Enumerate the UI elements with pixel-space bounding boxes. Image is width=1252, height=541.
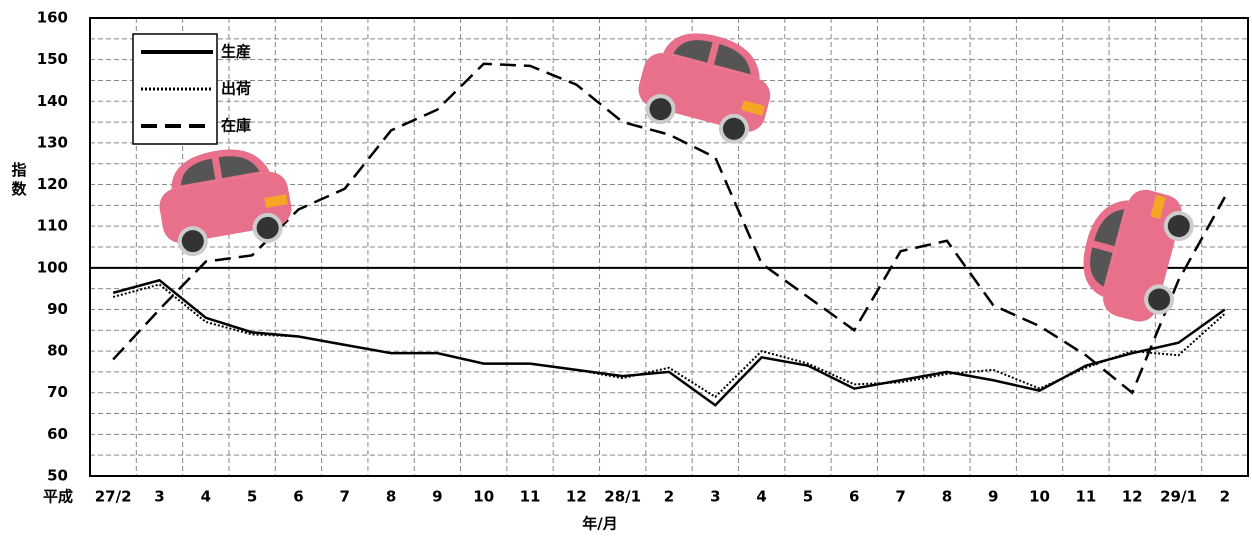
car-wheel [718,113,749,144]
car-window [673,40,713,63]
y-tick-label: 120 [37,175,68,193]
x-tick-label: 4 [756,488,766,506]
legend-label: 出荷 [221,80,251,98]
x-tick-label: 7 [895,488,905,506]
y-tick-label: 140 [37,92,68,110]
car-wheel [252,212,283,243]
x-axis-label: 年/月 [582,515,617,533]
x-tick-label: 27/2 [95,488,132,506]
x-tick-label: 2 [1220,488,1230,506]
x-tick-label: 10 [473,488,494,506]
y-tick-label: 160 [37,9,68,27]
car-wheel [177,226,208,257]
x-tick-label: 7 [340,488,350,506]
series-line [112,283,1226,399]
car-body [1103,189,1182,322]
x-tick-label: 6 [293,488,303,506]
x-tick-label: 3 [710,488,720,506]
car-plate [264,194,288,208]
x-tick-label: 8 [942,488,952,506]
series-line [112,62,1226,395]
car-plate [1150,195,1166,219]
y-tick-label: 130 [37,133,68,151]
car-window [1094,209,1125,247]
y-tick-label: 70 [47,383,68,401]
x-tick-label: 11 [1075,488,1096,506]
car-window [713,44,751,75]
x-tick-label: 6 [849,488,859,506]
x-tick-label: 5 [247,488,257,506]
x-tick-label: 12 [1122,488,1143,506]
x-tick-label: 12 [566,488,587,506]
x-axis-prefix: 平成 [43,488,73,506]
car-window [218,156,260,179]
car-window [1090,247,1113,287]
car-illustration [1083,189,1194,322]
car-body [638,53,771,132]
x-tick-label: 5 [803,488,813,506]
y-tick-label: 60 [47,425,68,443]
y-axis-label: 指数 [10,161,28,200]
x-tick-label: 11 [520,488,541,506]
y-tick-label: 110 [37,217,68,235]
x-tick-label: 9 [432,488,442,506]
car-illustration [638,33,771,144]
x-tick-label: 8 [386,488,396,506]
y-tick-label: 100 [37,258,68,276]
x-tick-label: 9 [988,488,998,506]
x-tick-label: 2 [664,488,674,506]
car-wheel [645,94,676,125]
x-tick-label: 10 [1029,488,1050,506]
y-tick-label: 50 [47,467,68,485]
x-tick-label: 28/1 [604,488,641,506]
legend-label: 在庫 [221,117,251,135]
x-tick-label: 29/1 [1160,488,1197,506]
car-window [180,158,216,186]
plot-frame [89,17,1249,477]
y-tick-label: 150 [37,50,68,68]
car-wheel [1163,211,1194,242]
legend-label: 生産 [221,43,251,61]
car-plate [741,100,765,116]
car-illustration [159,149,292,257]
series-line [112,278,1226,407]
y-tick-label: 80 [47,342,68,360]
y-tick-label: 90 [47,300,68,318]
x-tick-label: 3 [154,488,164,506]
x-tick-label: 4 [201,488,211,506]
car-wheel [1144,284,1175,315]
